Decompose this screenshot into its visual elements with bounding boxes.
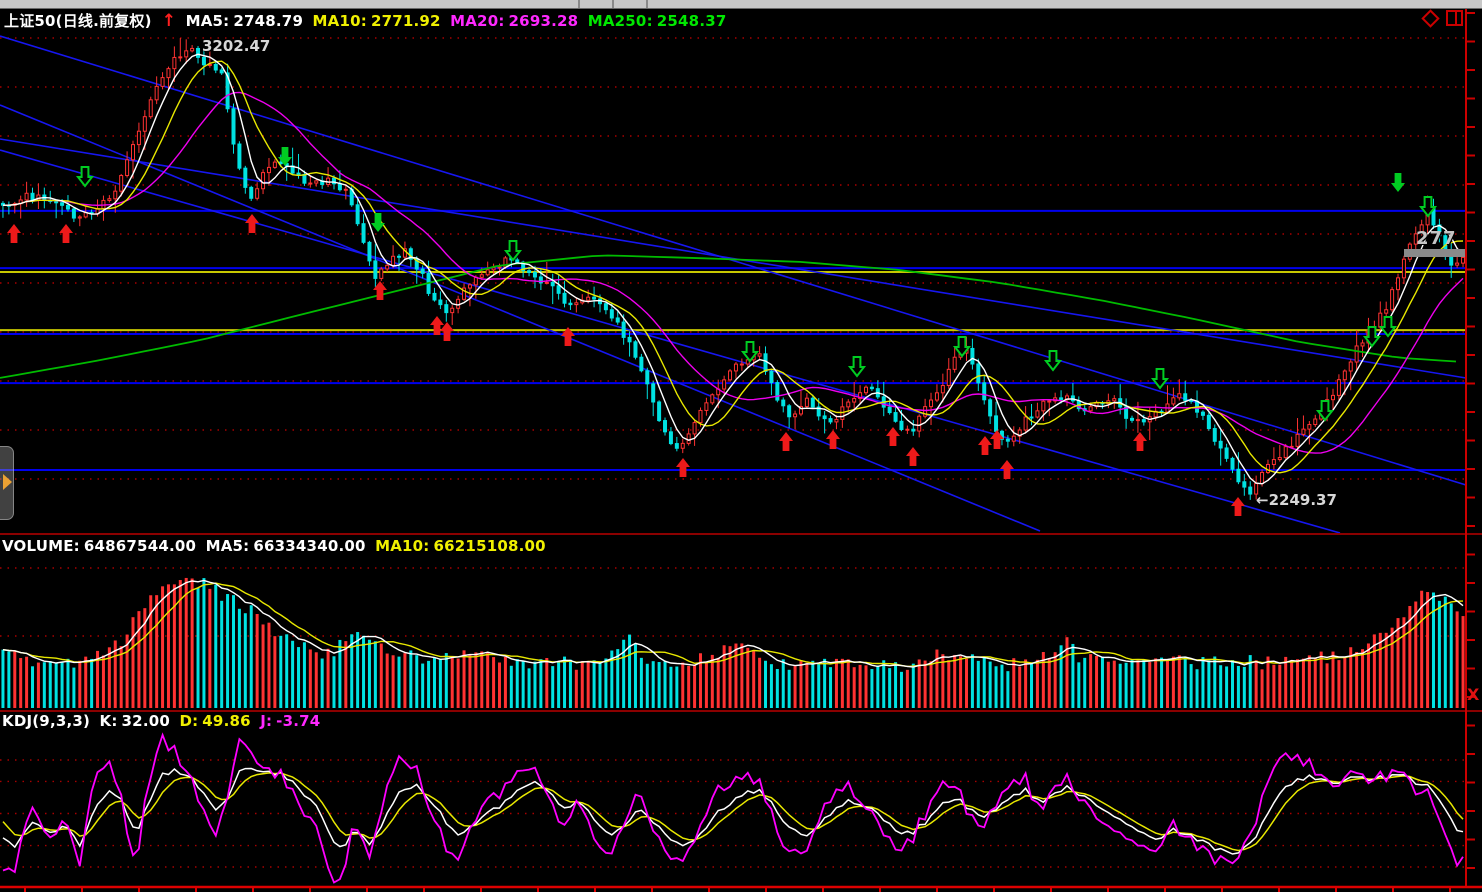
volume-header: VOLUME: 64867544.00 MA5: 66334340.00 MA10:… bbox=[2, 537, 550, 555]
ma20-label: MA20: bbox=[450, 12, 505, 30]
kdj-j-value: -3.74 bbox=[276, 712, 321, 730]
splitter-notch bbox=[646, 0, 648, 8]
ma20-value: 2693.28 bbox=[508, 12, 579, 30]
volume-value: 64867544.00 bbox=[83, 537, 197, 555]
indicator-close-button[interactable]: X bbox=[1467, 685, 1480, 704]
expand-arrow-icon bbox=[3, 474, 12, 490]
chart-title: 上证50(日线.前复权) bbox=[4, 12, 152, 30]
vol-ma10-label: MA10: bbox=[375, 537, 430, 555]
peak-price-label: 3202.47 bbox=[202, 37, 271, 55]
ma250-value: 2548.37 bbox=[656, 12, 727, 30]
ma5-value: 2748.79 bbox=[233, 12, 304, 30]
kdj-name: KDJ(9,3,3) bbox=[2, 712, 91, 730]
ma10-label: MA10: bbox=[312, 12, 367, 30]
volume-label: VOLUME: bbox=[2, 537, 80, 555]
kdj-k-value: 32.00 bbox=[121, 712, 170, 730]
kdj-k-label: K: bbox=[99, 712, 118, 730]
splitter-notch bbox=[578, 0, 580, 8]
vol-ma10-value: 66215108.00 bbox=[433, 537, 546, 555]
trend-up-icon: ↑ bbox=[161, 11, 177, 31]
ma250-label: MA250: bbox=[587, 12, 653, 30]
top-edge-strip bbox=[0, 0, 1482, 9]
kdj-header: KDJ(9,3,3) K: 32.00 D: 49.86 J: -3.74 bbox=[2, 712, 324, 730]
diamond-icon[interactable] bbox=[1421, 8, 1440, 28]
main-chart-header: 上证50(日线.前复权) ↑ MA5: 2748.79 MA10: 2771.92 M… bbox=[4, 10, 731, 31]
trough-price-label: ←2249.37 bbox=[1256, 491, 1337, 509]
last-price-tag: 277 bbox=[1416, 228, 1457, 249]
panel-expand-tab[interactable] bbox=[0, 446, 14, 520]
window-layout-icon[interactable] bbox=[1446, 10, 1463, 26]
kdj-d-label: D: bbox=[179, 712, 199, 730]
splitter-notch bbox=[612, 0, 614, 8]
ma5-label: MA5: bbox=[185, 12, 230, 30]
vol-ma5-value: 66334340.00 bbox=[253, 537, 366, 555]
kdj-d-value: 49.86 bbox=[202, 712, 251, 730]
ma10-value: 2771.92 bbox=[370, 12, 441, 30]
kdj-j-label: J: bbox=[260, 712, 273, 730]
vol-ma5-label: MA5: bbox=[205, 537, 250, 555]
pane-controls bbox=[1421, 8, 1463, 28]
